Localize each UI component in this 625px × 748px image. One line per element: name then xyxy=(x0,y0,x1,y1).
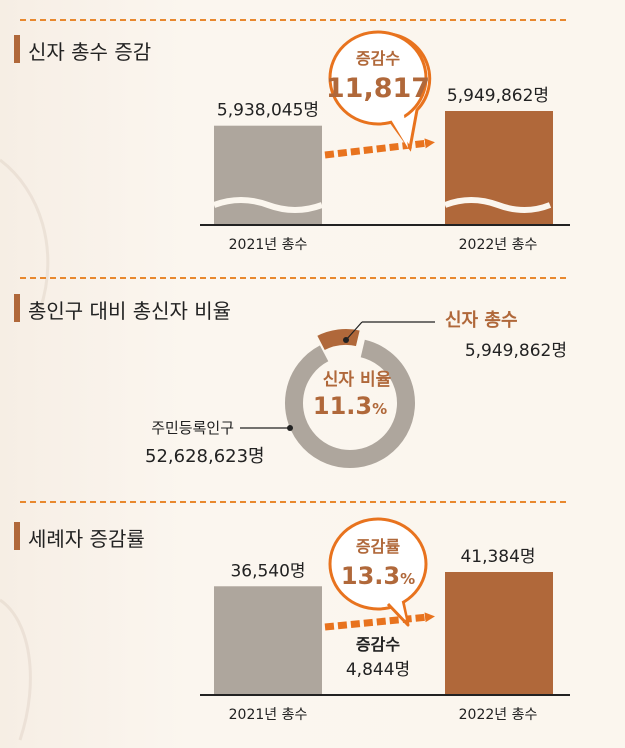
slice-label: 주민등록인구 xyxy=(151,419,234,437)
leader-dot xyxy=(343,337,349,343)
slice-value-label: 5,949,862명 xyxy=(465,341,567,361)
bar-value-label: 5,949,862명 xyxy=(447,86,549,106)
section-title: 세례자 증감률 xyxy=(28,527,145,551)
section-3-baptism-rate: 세례자 증감률 36,540명 41,384명 2021년 총수 2022년 총… xyxy=(14,501,570,723)
change-callout: 증감수 11,817 xyxy=(326,30,432,152)
donut-chart xyxy=(285,327,415,468)
increase-arrow xyxy=(324,612,435,631)
section-2-believer-ratio: 총인구 대비 총신자 비율 신자 비율 11.3% 신자 총수 5,949,86… xyxy=(14,277,568,468)
donut-slice-believers xyxy=(314,327,363,353)
category-label: 2022년 총수 xyxy=(459,237,538,253)
donut-center-label: 신자 비율 xyxy=(323,370,392,390)
axis-break-wave xyxy=(212,197,324,213)
callout-value: 13.3% xyxy=(341,562,415,590)
section-title: 신자 총수 증감 xyxy=(28,40,151,64)
background-decoration xyxy=(0,158,50,741)
callout-label: 증감률 xyxy=(356,537,400,556)
category-label: 2022년 총수 xyxy=(459,707,538,723)
bar-2022 xyxy=(445,572,553,694)
donut-slice-population xyxy=(285,339,415,468)
leader-line xyxy=(345,321,363,341)
category-label: 2021년 총수 xyxy=(229,237,308,253)
section-title: 총인구 대비 총신자 비율 xyxy=(28,299,231,323)
axis-break-wave xyxy=(443,197,552,213)
callout-label: 증감수 xyxy=(356,49,400,68)
donut-center-value: 11.3% xyxy=(313,392,387,420)
increase-arrow xyxy=(324,138,435,159)
callout-value: 11,817 xyxy=(326,73,430,104)
bar-value-label: 41,384명 xyxy=(460,547,535,567)
bar-2021 xyxy=(214,586,322,694)
slice-label: 신자 총수 xyxy=(445,310,518,331)
change-note-label: 증감수 xyxy=(356,635,400,654)
slice-value-label: 52,628,623명 xyxy=(145,446,265,467)
change-note-value: 4,844명 xyxy=(346,660,410,680)
section-1-total-believers: 신자 총수 증감 5,938,045명 5,949,862명 2021년 총수 … xyxy=(14,19,570,253)
section-marker xyxy=(14,522,20,550)
category-label: 2021년 총수 xyxy=(229,707,308,723)
leader-dot xyxy=(287,425,293,431)
section-marker xyxy=(14,294,20,322)
bar-value-label: 5,938,045명 xyxy=(217,101,319,121)
change-callout: 증감률 13.3% xyxy=(328,517,428,627)
bar-value-label: 36,540명 xyxy=(230,561,305,581)
section-marker xyxy=(14,35,20,63)
